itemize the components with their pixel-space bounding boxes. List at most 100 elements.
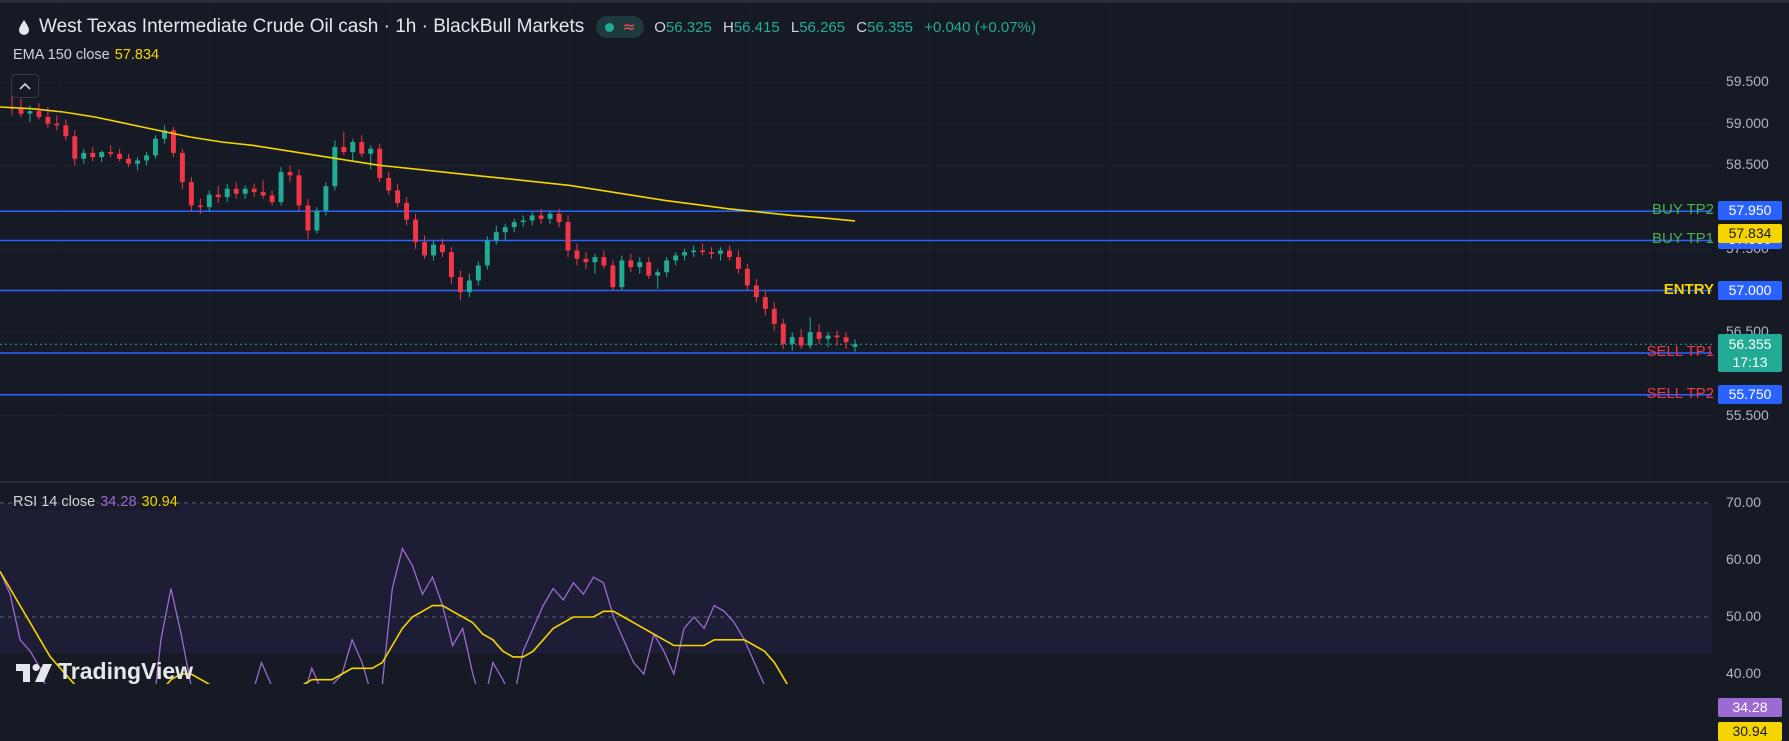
candle-body[interactable] bbox=[161, 130, 167, 139]
candle-body[interactable] bbox=[852, 344, 858, 347]
candle-body[interactable] bbox=[215, 194, 221, 198]
candle-body[interactable] bbox=[45, 117, 51, 124]
candle-body[interactable] bbox=[592, 257, 598, 263]
ema-legend[interactable]: EMA 150 close 57.834 bbox=[13, 47, 159, 63]
rsi-pane[interactable] bbox=[0, 502, 1712, 684]
candle-body[interactable] bbox=[251, 188, 257, 193]
candle-body[interactable] bbox=[135, 160, 141, 164]
candle-body[interactable] bbox=[72, 136, 78, 159]
candle-body[interactable] bbox=[422, 242, 427, 256]
candle-body[interactable] bbox=[448, 252, 454, 278]
candle-body[interactable] bbox=[395, 190, 401, 203]
candle-body[interactable] bbox=[269, 195, 275, 203]
candle-body[interactable] bbox=[601, 257, 607, 266]
candle-body[interactable] bbox=[762, 297, 768, 309]
candle-body[interactable] bbox=[574, 250, 580, 259]
candle-body[interactable] bbox=[547, 213, 553, 219]
candle-body[interactable] bbox=[377, 148, 383, 178]
candle-body[interactable] bbox=[726, 250, 732, 258]
candle-body[interactable] bbox=[242, 188, 248, 194]
candle-body[interactable] bbox=[153, 138, 158, 156]
candle-body[interactable] bbox=[807, 332, 813, 346]
candle-body[interactable] bbox=[718, 250, 723, 254]
candle-body[interactable] bbox=[341, 147, 347, 153]
candle-body[interactable] bbox=[744, 268, 750, 286]
candle-body[interactable] bbox=[825, 335, 831, 339]
market-status-badge[interactable]: ≈ bbox=[596, 16, 645, 38]
candle-body[interactable] bbox=[206, 194, 212, 208]
candle-body[interactable] bbox=[323, 186, 329, 211]
candle-body[interactable] bbox=[753, 285, 759, 298]
candle-body[interactable] bbox=[771, 308, 777, 324]
candle-body[interactable] bbox=[314, 210, 320, 231]
candle-body[interactable] bbox=[386, 177, 392, 191]
candle-body[interactable] bbox=[619, 260, 625, 288]
candle-body[interactable] bbox=[664, 260, 670, 273]
candle-body[interactable] bbox=[691, 250, 697, 253]
candle-body[interactable] bbox=[789, 337, 795, 344]
candlestick-series[interactable] bbox=[9, 88, 858, 352]
candle-body[interactable] bbox=[63, 125, 69, 137]
candle-body[interactable] bbox=[466, 280, 472, 293]
tradingview-logo[interactable]: TradingView bbox=[16, 658, 193, 685]
candle-body[interactable] bbox=[798, 337, 804, 346]
candle-body[interactable] bbox=[431, 244, 436, 256]
candle-body[interactable] bbox=[637, 262, 643, 268]
candle-body[interactable] bbox=[350, 142, 356, 153]
candle-body[interactable] bbox=[126, 158, 132, 164]
candle-body[interactable] bbox=[179, 152, 185, 183]
candle-body[interactable] bbox=[583, 258, 589, 263]
candle-body[interactable] bbox=[780, 323, 786, 344]
candle-body[interactable] bbox=[99, 152, 105, 158]
candle-body[interactable] bbox=[520, 220, 526, 223]
candle-body[interactable] bbox=[655, 272, 661, 276]
candle-body[interactable] bbox=[170, 130, 176, 153]
trading-chart[interactable] bbox=[0, 0, 1789, 684]
candle-body[interactable] bbox=[260, 192, 266, 196]
candle-body[interactable] bbox=[54, 123, 60, 126]
candle-body[interactable] bbox=[332, 147, 338, 187]
candle-body[interactable] bbox=[709, 252, 714, 254]
candle-body[interactable] bbox=[502, 227, 508, 233]
candle-body[interactable] bbox=[673, 255, 679, 261]
candle-body[interactable] bbox=[475, 265, 481, 281]
candle-body[interactable] bbox=[493, 232, 499, 241]
candle-body[interactable] bbox=[556, 213, 562, 223]
candle-body[interactable] bbox=[511, 222, 517, 228]
candle-body[interactable] bbox=[440, 244, 445, 253]
candle-body[interactable] bbox=[108, 152, 114, 154]
candle-body[interactable] bbox=[144, 155, 149, 161]
candle-body[interactable] bbox=[359, 142, 365, 154]
candle-body[interactable] bbox=[117, 153, 123, 159]
candle-body[interactable] bbox=[287, 172, 293, 176]
candle-body[interactable] bbox=[565, 222, 571, 251]
candle-body[interactable] bbox=[413, 219, 419, 243]
collapse-legend-button[interactable] bbox=[11, 74, 39, 98]
candle-body[interactable] bbox=[529, 215, 535, 221]
candle-body[interactable] bbox=[700, 250, 706, 253]
candle-body[interactable] bbox=[843, 337, 849, 343]
candle-body[interactable] bbox=[278, 172, 284, 203]
candle-body[interactable] bbox=[233, 188, 239, 194]
candle-body[interactable] bbox=[682, 252, 688, 256]
candle-body[interactable] bbox=[834, 335, 840, 338]
candle-body[interactable] bbox=[538, 215, 544, 219]
candle-body[interactable] bbox=[457, 277, 463, 293]
rsi-legend[interactable]: RSI 14 close 34.28 30.94 bbox=[13, 494, 178, 510]
candle-body[interactable] bbox=[735, 257, 741, 269]
symbol-title[interactable]: West Texas Intermediate Crude Oil cash ·… bbox=[39, 16, 585, 37]
candle-body[interactable] bbox=[90, 152, 96, 158]
candle-body[interactable] bbox=[816, 332, 822, 339]
candle-body[interactable] bbox=[27, 111, 33, 114]
candle-body[interactable] bbox=[188, 182, 194, 206]
candle-body[interactable] bbox=[81, 152, 87, 159]
candle-body[interactable] bbox=[296, 175, 302, 206]
candle-body[interactable] bbox=[224, 188, 230, 198]
candle-body[interactable] bbox=[18, 108, 24, 114]
candle-body[interactable] bbox=[305, 205, 311, 231]
candle-body[interactable] bbox=[610, 265, 616, 288]
candle-body[interactable] bbox=[404, 202, 410, 220]
candle-body[interactable] bbox=[646, 262, 652, 276]
candle-body[interactable] bbox=[628, 260, 634, 268]
candle-body[interactable] bbox=[197, 205, 203, 208]
